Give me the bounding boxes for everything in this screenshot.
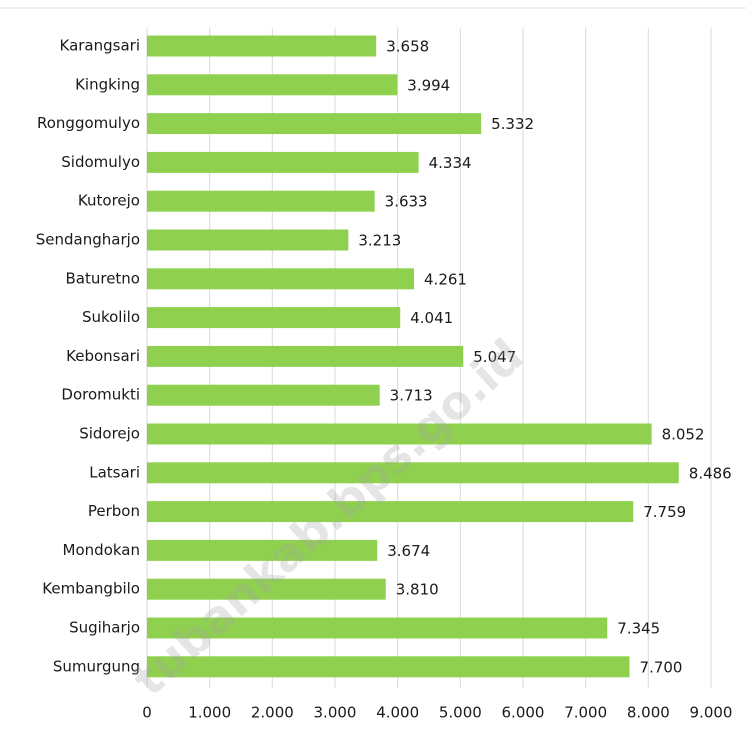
x-tick-label: 6.000 bbox=[502, 704, 545, 722]
x-tick-label: 2.000 bbox=[251, 704, 294, 722]
category-label: Sidomulyo bbox=[61, 153, 140, 171]
x-tick-label: 7.000 bbox=[564, 704, 607, 722]
data-label: 4.334 bbox=[429, 154, 472, 172]
bar bbox=[147, 501, 634, 523]
x-tick-label: 4.000 bbox=[376, 704, 419, 722]
bar bbox=[147, 462, 679, 484]
data-label: 3.713 bbox=[390, 387, 433, 405]
data-label: 8.052 bbox=[662, 426, 705, 444]
data-label: 7.759 bbox=[643, 503, 686, 521]
category-label: Sendangharjo bbox=[36, 231, 140, 249]
data-label: 3.213 bbox=[358, 232, 401, 250]
category-label: Kutorejo bbox=[78, 192, 140, 210]
data-label: 8.486 bbox=[689, 464, 732, 482]
category-label: Kembangbilo bbox=[42, 580, 140, 598]
category-label: Kingking bbox=[75, 75, 140, 93]
bar bbox=[147, 74, 398, 96]
category-label: Doromukti bbox=[61, 386, 140, 404]
category-label: Mondokan bbox=[63, 541, 140, 559]
data-label: 3.658 bbox=[386, 38, 429, 56]
category-label: Sugiharjo bbox=[69, 619, 140, 637]
x-tick-label: 8.000 bbox=[627, 704, 670, 722]
bar bbox=[147, 151, 419, 173]
category-label: Sumurgung bbox=[53, 657, 140, 675]
x-tick-label: 5.000 bbox=[439, 704, 482, 722]
bar bbox=[147, 190, 375, 212]
data-label: 3.810 bbox=[396, 581, 439, 599]
bar bbox=[147, 539, 378, 561]
category-label: Kebonsari bbox=[66, 347, 140, 365]
bar bbox=[147, 345, 464, 367]
data-label: 3.674 bbox=[387, 542, 430, 560]
data-label: 4.261 bbox=[424, 270, 467, 288]
bar bbox=[147, 656, 630, 678]
bar bbox=[147, 307, 401, 329]
bar bbox=[147, 229, 349, 251]
x-tick-label: 1.000 bbox=[188, 704, 231, 722]
bar bbox=[147, 113, 482, 135]
bar bbox=[147, 617, 608, 639]
category-label: Sidorejo bbox=[79, 425, 140, 443]
category-label: Baturetno bbox=[65, 269, 140, 287]
data-label: 5.332 bbox=[491, 115, 534, 133]
data-label: 3.994 bbox=[407, 76, 450, 94]
bar bbox=[147, 423, 652, 445]
data-label: 5.047 bbox=[473, 348, 516, 366]
data-label: 3.633 bbox=[385, 193, 428, 211]
bar bbox=[147, 35, 377, 57]
bar bbox=[147, 268, 415, 290]
category-label: Latsari bbox=[89, 463, 140, 481]
data-label: 7.700 bbox=[640, 658, 683, 676]
data-label: 7.345 bbox=[617, 620, 660, 638]
x-tick-label: 9.000 bbox=[690, 704, 733, 722]
category-label: Karangsari bbox=[60, 37, 141, 55]
category-label: Sukolilo bbox=[82, 308, 140, 326]
bar bbox=[147, 384, 380, 406]
category-label: Ronggomulyo bbox=[37, 114, 140, 132]
bar bbox=[147, 578, 386, 600]
x-tick-label: 0 bbox=[142, 704, 152, 722]
x-tick-label: 3.000 bbox=[314, 704, 357, 722]
data-label: 4.041 bbox=[410, 309, 453, 327]
category-label: Perbon bbox=[88, 502, 140, 520]
